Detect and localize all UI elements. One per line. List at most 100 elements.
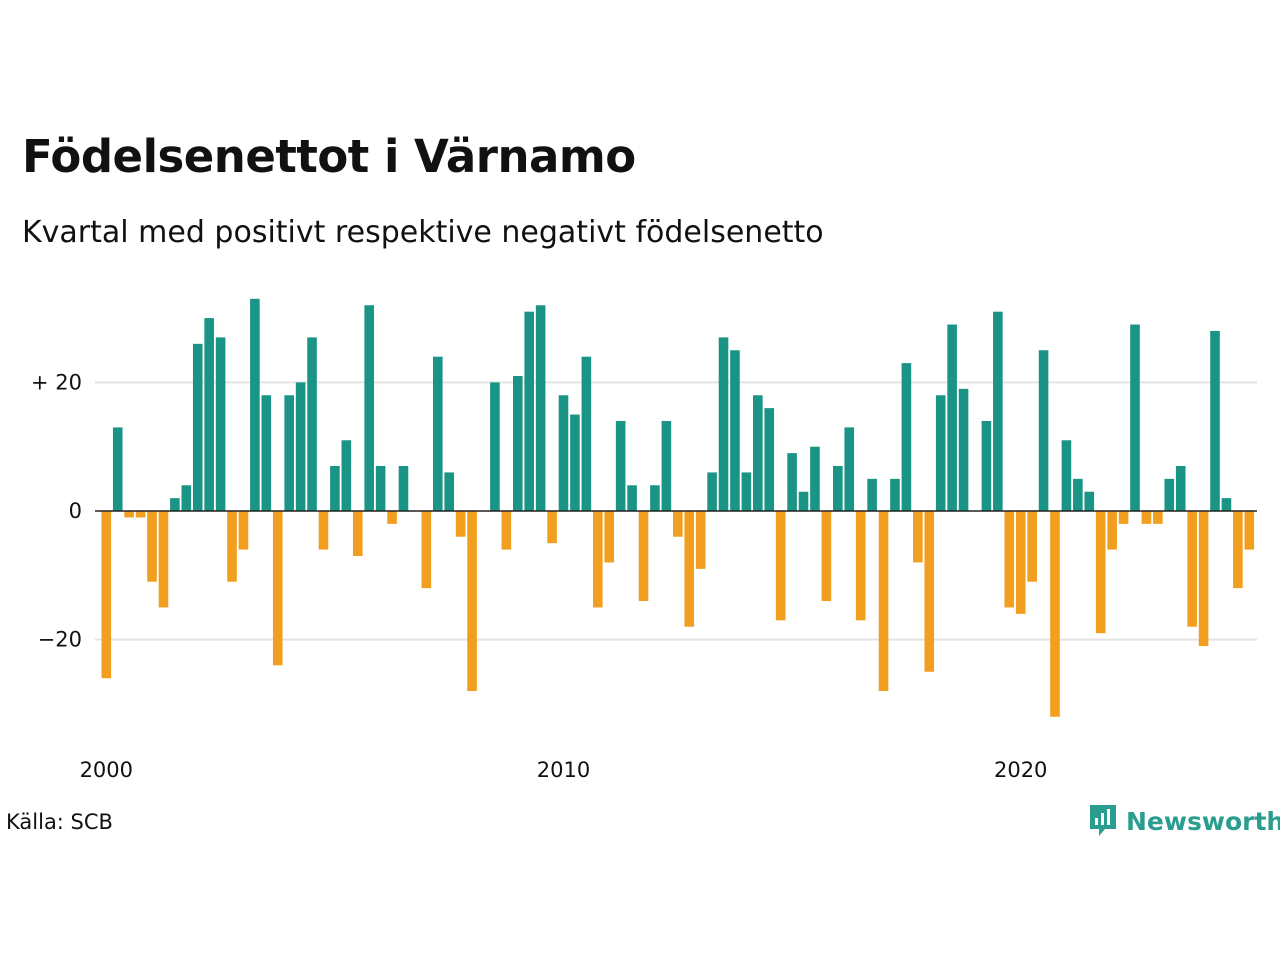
bar — [192, 343, 203, 511]
bar — [901, 363, 912, 511]
bar — [272, 511, 283, 666]
bar — [204, 318, 214, 511]
y-tick-label: + 20 — [31, 370, 82, 394]
bar — [352, 511, 363, 557]
bar — [1221, 498, 1232, 511]
bar — [238, 511, 249, 550]
bar — [718, 337, 729, 511]
bar — [684, 511, 695, 627]
bar — [1141, 511, 1152, 524]
bar — [250, 298, 260, 511]
bar — [330, 465, 340, 511]
x-tick-label: 2010 — [537, 758, 590, 782]
bar — [375, 465, 386, 511]
bar — [924, 511, 935, 672]
bar — [775, 511, 786, 621]
bar — [444, 472, 454, 511]
bar — [1198, 511, 1209, 647]
bar — [1130, 324, 1140, 511]
bar — [1175, 465, 1186, 511]
bar — [101, 511, 112, 679]
bar — [547, 511, 557, 544]
bar — [307, 337, 317, 511]
bar — [890, 478, 900, 511]
bar — [627, 485, 637, 511]
brand-logo[interactable]: Newsworthy — [1088, 803, 1280, 839]
bar — [913, 511, 923, 563]
bar — [730, 350, 740, 511]
bar — [124, 511, 134, 518]
bar — [535, 305, 546, 511]
bar — [1015, 511, 1026, 614]
bar — [638, 511, 649, 602]
bar — [741, 472, 752, 511]
bar — [650, 485, 660, 511]
bar — [1061, 440, 1072, 511]
bar — [1027, 511, 1037, 582]
bar — [615, 420, 626, 511]
bar — [981, 420, 992, 511]
bar — [821, 511, 832, 602]
bar — [318, 511, 329, 550]
bar — [1233, 511, 1243, 589]
y-tick-label: 0 — [69, 499, 82, 523]
bar — [935, 395, 946, 511]
bar — [661, 420, 672, 511]
bar — [512, 375, 523, 511]
bar — [673, 511, 683, 537]
bar — [181, 485, 192, 511]
bar — [878, 511, 889, 692]
bar — [810, 446, 820, 511]
chart-subtitle: Kvartal med positivt respektive negativt… — [22, 215, 824, 250]
bar — [490, 382, 500, 511]
bar — [1244, 511, 1255, 550]
bar — [1153, 511, 1163, 524]
bar — [170, 498, 180, 511]
bar — [158, 511, 169, 608]
bar — [387, 511, 397, 524]
bar — [947, 324, 957, 511]
x-tick-label: 2000 — [80, 758, 133, 782]
bar-chart: + 20 0 −20 2000 2010 2020 — [31, 298, 1257, 782]
bar — [993, 311, 1003, 511]
chart-title: Födelsenettot i Värnamo — [22, 130, 636, 183]
bar — [798, 491, 809, 511]
bar — [524, 311, 535, 511]
bar — [147, 511, 157, 582]
bar — [432, 356, 443, 511]
bar — [581, 356, 592, 511]
bar — [867, 478, 877, 511]
bar — [215, 337, 226, 511]
bar — [398, 465, 409, 511]
bar — [467, 511, 477, 692]
bar — [1164, 478, 1175, 511]
bar — [592, 511, 603, 608]
bar — [707, 472, 717, 511]
bar — [227, 511, 237, 582]
bar — [844, 427, 855, 511]
bar — [261, 395, 272, 511]
bar — [558, 395, 569, 511]
bar — [112, 427, 123, 511]
axis-layer: + 20 0 −20 2000 2010 2020 — [31, 370, 1257, 782]
bar — [1095, 511, 1106, 634]
bar — [570, 414, 580, 511]
bar — [1004, 511, 1015, 608]
bar — [1187, 511, 1197, 627]
bar — [1084, 491, 1095, 511]
bar — [341, 440, 352, 511]
bar — [364, 305, 374, 511]
bars-layer — [101, 298, 1255, 717]
bar — [764, 408, 775, 511]
bar — [695, 511, 706, 569]
bar — [753, 395, 763, 511]
bar — [421, 511, 432, 589]
newsworthy-icon — [1090, 805, 1116, 836]
grid-layer — [95, 381, 1257, 641]
source-note: Källa: SCB — [6, 810, 113, 834]
bar — [604, 511, 615, 563]
bar — [787, 453, 797, 511]
bar — [1038, 350, 1049, 511]
bar — [1073, 478, 1083, 511]
x-tick-label: 2020 — [994, 758, 1047, 782]
